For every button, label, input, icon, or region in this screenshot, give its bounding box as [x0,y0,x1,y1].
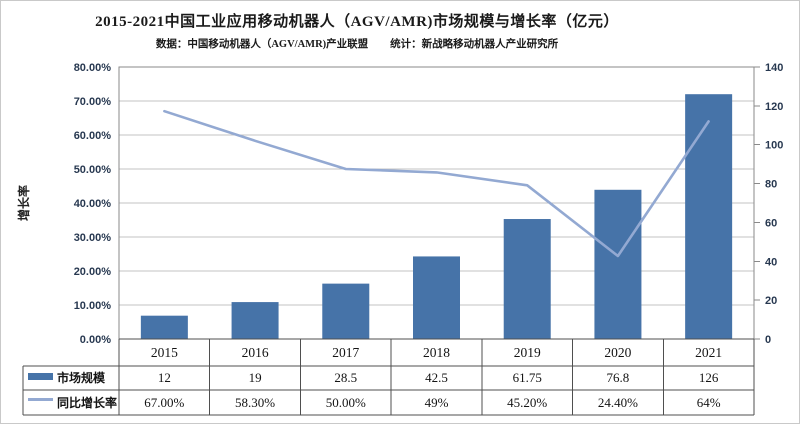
year-cell: 2015 [151,345,178,360]
year-cell: 2016 [242,345,269,360]
value-cell: 45.20% [507,395,547,410]
left-axis-tick-label: 40.00% [74,198,112,210]
left-axis-tick-label: 70.00% [74,96,112,108]
legend-label-market-size: 市场规模 [57,370,106,385]
value-cell: 49% [425,395,449,410]
chart-title: 2015-2021中国工业应用移动机器人（AGV/AMR)市场规模与增长率（亿元… [95,14,619,30]
year-cell: 2020 [604,345,631,360]
value-cell: 58.30% [235,395,275,410]
right-axis-tick-label: 80 [765,179,777,191]
left-axis-tick-label: 20.00% [74,266,112,278]
subtitle-statistics-source: 统计：新战略移动机器人产业研究所 [390,39,559,50]
left-axis-tick-label: 60.00% [74,130,112,142]
value-cell: 19 [249,370,262,385]
value-cell: 64% [697,395,721,410]
subtitle-data-source: 数据：中国移动机器人（AGV/AMR)产业联盟 [155,39,369,50]
right-axis-tick-label: 120 [765,101,783,113]
chart-header: 2015-2021中国工业应用移动机器人（AGV/AMR)市场规模与增长率（亿元… [1,10,713,51]
left-axis-tick-label: 0.00% [80,334,111,346]
value-cell: 61.75 [513,370,542,385]
year-cell: 2018 [423,345,450,360]
right-axis-tick-label: 0 [765,334,771,346]
year-cell: 2021 [695,345,722,360]
value-cell: 24.40% [598,395,638,410]
value-cell: 67.00% [144,395,184,410]
bar-2016 [231,302,279,339]
growth-rate-line [163,109,710,258]
value-cell: 42.5 [425,370,448,385]
bar-2015 [140,315,188,339]
right-axis-tick-label: 20 [765,295,777,307]
bar-2021 [685,94,733,339]
legend-line-swatch [28,398,53,401]
bar-2020 [594,189,642,339]
year-cell: 2017 [332,345,359,360]
left-axis-title: 增长率 [16,185,31,221]
right-axis-tick-label: 60 [765,217,777,229]
chart-subtitle: 数据：中国移动机器人（AGV/AMR)产业联盟 统计：新战略移动机器人产业研究所 [1,36,713,51]
left-axis-tick-label: 80.00% [74,62,112,74]
legend-bar-swatch [28,373,53,380]
left-axis-tick-label: 10.00% [74,300,112,312]
value-cell: 12 [158,370,171,385]
value-cell: 126 [699,370,719,385]
value-cell: 28.5 [334,370,357,385]
year-cell: 2019 [514,345,541,360]
left-axis-tick-label: 50.00% [74,164,112,176]
value-cell: 76.8 [607,370,630,385]
value-cell: 50.00% [326,395,366,410]
legend-label-growth-rate: 同比增长率 [57,395,117,410]
right-axis-tick-label: 40 [765,256,777,268]
right-axis-tick-label: 100 [765,140,783,152]
right-axis-tick-label: 140 [765,62,783,74]
bar-2017 [322,283,370,339]
left-axis-tick-label: 30.00% [74,232,112,244]
bar-2019 [503,219,551,339]
bar-2018 [413,256,460,339]
